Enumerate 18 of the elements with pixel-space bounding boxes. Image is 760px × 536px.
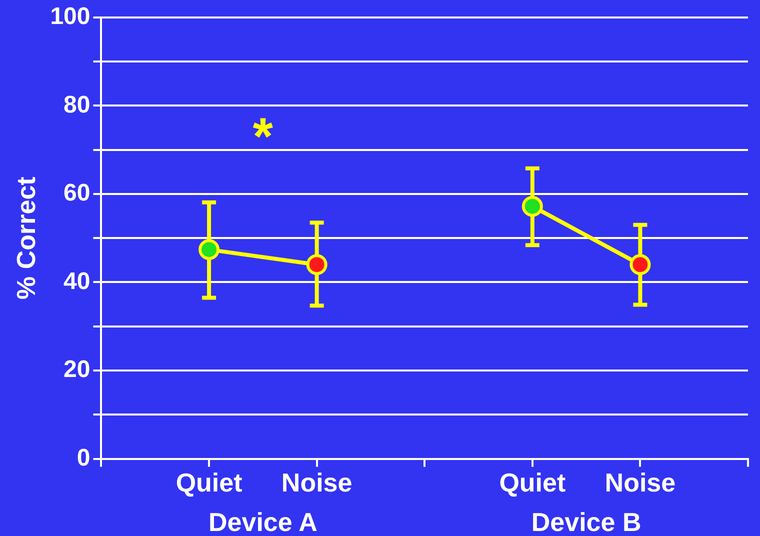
x-tick-label: Noise [281,468,352,498]
y-axis-title: % Correct [10,176,41,300]
text: Device B [531,507,642,536]
point [630,254,651,276]
y-tick-label: 20 [64,356,90,384]
y-tick-label: 100 [50,3,90,30]
point [198,239,220,260]
text: Device A [208,507,318,536]
annotation: * [252,108,274,166]
point [522,196,543,217]
point [306,254,328,276]
x-tick-label: Quiet [176,468,243,498]
y-tick-label: 80 [64,91,90,118]
y-tick-label: 0 [76,444,90,472]
y-tick-label: 60 [64,180,90,207]
x-tick-label: Quiet [499,468,566,498]
x-tick-label: Noise [604,468,676,498]
y-tick-label: 40 [64,268,90,295]
